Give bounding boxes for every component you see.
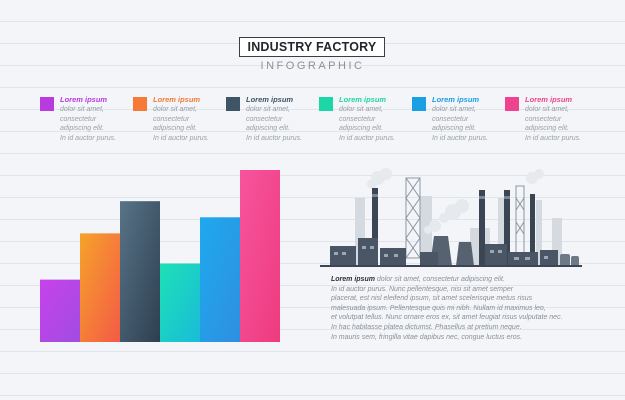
legend-body-line: In id auctor purus. xyxy=(525,134,582,142)
description-line: et volutpat tellus. Nunc ornare eros ex,… xyxy=(331,314,563,322)
legend-body-line: dolor sit amet, xyxy=(339,106,383,113)
legend-body-line: dolor sit amet, xyxy=(246,106,290,113)
legend-body-line: dolor sit amet, xyxy=(60,106,104,113)
smoke-clouds xyxy=(367,168,544,234)
legend-title: Lorem ipsum xyxy=(60,95,108,104)
building-windows xyxy=(334,246,548,260)
legend-body-line: dolor sit amet, xyxy=(525,106,569,113)
factory-buildings xyxy=(330,238,558,266)
description-title: Lorem ipsum xyxy=(331,276,375,283)
legend-body-line: dolor sit amet, xyxy=(432,106,476,113)
legend-body-line: adipiscing elit. xyxy=(153,125,197,132)
chimney-stripes xyxy=(372,194,510,199)
legend-swatch xyxy=(133,97,147,111)
title-box: INDUSTRY FACTORY xyxy=(239,37,385,57)
legend-body-line: In id auctor purus. xyxy=(153,134,210,142)
legend-body: dolor sit amet, consectetur adipiscing eli… xyxy=(153,105,209,143)
legend-body: dolor sit amet, consectetur adipiscing eli… xyxy=(246,105,302,143)
description-block: Lorem ipsum dolor sit amet, consectetur … xyxy=(331,275,591,342)
legend-body: dolor sit amet, consectetur adipiscing eli… xyxy=(339,105,395,143)
legend-title: Lorem ipsum xyxy=(246,95,294,104)
legend-body-line: adipiscing elit. xyxy=(432,125,476,132)
legend-body-line: consectetur xyxy=(60,115,97,123)
bar-2 xyxy=(80,233,120,342)
legend-body-line: In id auctor purus. xyxy=(246,134,303,142)
description-line: malesuada ipsum. Pellentesque quis mi ni… xyxy=(331,304,546,312)
storage-tanks xyxy=(560,254,579,266)
legend-body-line: adipiscing elit. xyxy=(60,125,104,132)
page-subtitle: INFOGRAPHIC xyxy=(260,60,365,72)
legend-body: dolor sit amet, consectetur adipiscing eli… xyxy=(60,105,116,143)
legend-body-line: consectetur xyxy=(246,115,283,123)
legend-swatch xyxy=(40,97,54,111)
legend-body-line: consectetur xyxy=(432,115,469,123)
bar-5 xyxy=(200,217,240,342)
legend-body: dolor sit amet, consectetur adipiscing eli… xyxy=(432,105,488,143)
legend-swatch xyxy=(319,97,333,111)
ground-line xyxy=(320,265,582,267)
legend-title: Lorem ipsum xyxy=(153,95,201,104)
legend-body-line: In id auctor purus. xyxy=(339,134,396,142)
bar-4 xyxy=(160,263,200,342)
legend-body-line: consectetur xyxy=(153,115,190,123)
page-title: INDUSTRY FACTORY xyxy=(247,40,377,54)
legend-body-line: adipiscing elit. xyxy=(525,125,569,132)
description-first-line: Lorem ipsum dolor sit amet, consectetur … xyxy=(331,275,591,285)
legend-body-line: adipiscing elit. xyxy=(246,125,290,132)
legend-title: Lorem ipsum xyxy=(432,95,480,104)
legend-body-line: consectetur xyxy=(525,115,562,123)
legend-title: Lorem ipsum xyxy=(339,95,387,104)
legend-body-line: consectetur xyxy=(339,115,376,123)
legend-swatch xyxy=(412,97,426,111)
factory-illustration xyxy=(320,168,582,267)
legend-body-line: dolor sit amet, xyxy=(153,106,197,113)
legend-swatch xyxy=(226,97,240,111)
bar-chart xyxy=(40,170,280,342)
legend: Lorem ipsum dolor sit amet, consectetur adi… xyxy=(0,95,625,145)
legend-body-line: In id auctor purus. xyxy=(60,134,117,142)
description-line: In hac habitasse platea dictumst. Phasel… xyxy=(331,323,522,331)
legend-body-line: In id auctor purus. xyxy=(432,134,489,142)
description-line: In mauris sem, fringilla vitae dapibus n… xyxy=(331,333,523,341)
description-line: dolor sit amet, consectetur adipiscing e… xyxy=(376,276,505,283)
legend-body-line: adipiscing elit. xyxy=(339,125,383,132)
bar-3 xyxy=(120,201,160,342)
bar-1 xyxy=(40,279,80,342)
legend-title: Lorem ipsum xyxy=(525,95,573,104)
chimneys xyxy=(372,188,535,266)
legend-swatch xyxy=(505,97,519,111)
lattice-towers xyxy=(405,177,525,259)
bar-6 xyxy=(240,170,280,342)
description-line: placerat, est nisl eleifend ipsum, sit a… xyxy=(331,295,533,303)
legend-body: dolor sit amet, consectetur adipiscing eli… xyxy=(525,105,581,143)
description-line: In id auctor purus. Nunc pellentesque, n… xyxy=(331,285,514,293)
